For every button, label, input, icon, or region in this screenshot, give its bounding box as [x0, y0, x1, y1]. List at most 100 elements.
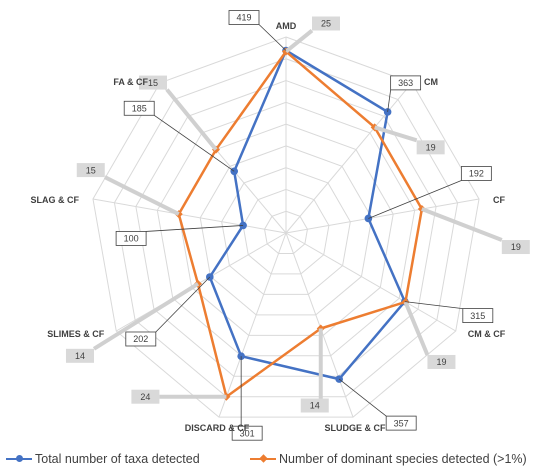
spoke-cf: [285, 198, 480, 234]
leader-line: [403, 301, 430, 356]
data-label-dominant-species-cm: 19: [374, 125, 445, 155]
grid-ring-2: [242, 188, 330, 275]
leader-line: [153, 114, 235, 172]
category-label-cf: CF: [493, 195, 505, 205]
data-label-box: [131, 389, 160, 404]
data-label-box: [501, 240, 530, 255]
data-label-total-taxa-slag-and-cf: 100: [115, 225, 244, 246]
series-line-total-taxa: [208, 49, 407, 381]
data-label-value: 192: [469, 169, 484, 179]
leader-line: [284, 28, 314, 54]
grid-ring-1: [264, 210, 308, 254]
data-label-box: [139, 75, 168, 90]
leader-line: [387, 89, 392, 112]
grid-ring-3: [221, 167, 351, 295]
data-label-value: 24: [140, 392, 150, 402]
leader-line: [258, 24, 287, 51]
leader-line: [146, 225, 244, 232]
legend-item-dominant-species: Number of dominant species detected (>1%…: [250, 452, 527, 466]
spoke-cm: [285, 82, 413, 234]
data-label-value: 315: [470, 311, 485, 321]
data-label-value: 185: [132, 103, 147, 113]
leader-line: [338, 378, 387, 417]
spoke-cm-and-cf: [285, 232, 456, 332]
category-label-slag-and-cf: SLAG & CF: [30, 195, 79, 205]
leader-line: [374, 125, 418, 143]
grid-ring-9: [92, 36, 480, 418]
data-label-value: 15: [148, 78, 158, 88]
data-label-value: 15: [86, 165, 96, 175]
category-label-sludge-and-cf: SLUDGE & CF: [325, 423, 387, 433]
data-label-value: 19: [436, 357, 446, 367]
data-label-dominant-species-cm-and-cf: 19: [403, 301, 456, 369]
legend-label-dominant-species: Number of dominant species detected (>1%…: [279, 452, 527, 466]
data-label-box: [65, 348, 94, 363]
data-label-dominant-species-slag-and-cf: 15: [76, 163, 180, 216]
data-label-box: [460, 166, 492, 181]
data-label-dominant-species-sludge-and-cf: 14: [300, 328, 329, 413]
grid-ring-7: [135, 80, 437, 377]
data-label-box: [312, 16, 340, 31]
data-label-value: 301: [240, 428, 255, 438]
leader-line: [155, 276, 211, 333]
leader-line: [92, 282, 200, 351]
data-label-value: 25: [321, 19, 331, 29]
grid-ring-4: [199, 145, 373, 316]
data-label-box: [416, 140, 445, 155]
leader-line: [368, 180, 462, 219]
data-label-dominant-species-discard-and-cf: 24: [131, 389, 227, 404]
data-label-value: 419: [236, 13, 251, 23]
data-label-total-taxa-sludge-and-cf: 357: [338, 378, 417, 431]
data-label-box: [123, 100, 155, 116]
data-label-dominant-species-fa-and-cf: 15: [139, 75, 218, 151]
data-label-box: [125, 331, 157, 347]
grid-ring-6: [156, 101, 416, 357]
category-label-fa-and-cf: FA & CF: [113, 77, 148, 87]
data-label-total-taxa-fa-and-cf: 185: [123, 100, 235, 172]
category-label-amd: AMD: [276, 21, 297, 31]
category-label-slimes-and-cf: SLIMES & CF: [47, 329, 105, 339]
data-label-dominant-species-slimes-and-cf: 14: [65, 282, 200, 363]
spoke-discard-and-cf: [218, 232, 287, 418]
legend-item-total-taxa: Total number of taxa detected: [6, 452, 200, 466]
data-label-value: 19: [511, 242, 521, 252]
data-label-value: 100: [124, 234, 139, 244]
data-label-box: [115, 231, 147, 246]
category-label-cm: CM: [424, 77, 438, 87]
radar-grid: [92, 36, 480, 418]
category-label-discard-and-cf: DISCARD & CF: [185, 423, 250, 433]
spoke-sludge-and-cf: [285, 232, 354, 418]
data-label-box: [462, 308, 494, 324]
data-label-total-taxa-cm-and-cf: 315: [404, 301, 494, 324]
data-label-box: [385, 415, 417, 431]
legend: Total number of taxa detected Number of …: [0, 448, 550, 470]
data-label-total-taxa-cf: 192: [368, 166, 492, 219]
data-label-value: 14: [75, 351, 85, 361]
data-label-box: [228, 10, 260, 25]
legend-label-total-taxa: Total number of taxa detected: [35, 452, 200, 466]
legend-swatch-total-taxa: [6, 453, 32, 465]
data-label-box: [300, 398, 329, 413]
data-label-value: 202: [133, 334, 148, 344]
data-label-value: 19: [426, 143, 436, 153]
category-labels: AMD CM CF CM & CF SLUDGE & CF DISCARD & CF SLI…: [30, 21, 505, 433]
data-label-dominant-species-amd: 25: [284, 16, 340, 54]
data-label-box: [427, 354, 456, 369]
data-label-box: [390, 75, 422, 91]
data-label-total-taxa-cm: 363: [387, 75, 422, 112]
radar-series: [174, 46, 426, 401]
leader-line: [404, 301, 463, 309]
leader-line: [103, 175, 180, 216]
series-line-dominant-species: [177, 50, 424, 398]
data-label-total-taxa-slimes-and-cf: 202: [125, 276, 211, 347]
data-label-value: 14: [310, 401, 320, 411]
data-label-value: 363: [398, 78, 413, 88]
data-label-total-taxa-amd: 419: [228, 10, 287, 51]
data-label-box: [231, 425, 263, 441]
data-labels: 25 19 19 19 14 24 14 15 15 419 363 192 315 357 301 202 1…: [65, 10, 530, 441]
data-label-box: [76, 163, 105, 178]
leader-line: [165, 88, 218, 151]
spoke-slimes-and-cf: [116, 232, 287, 332]
data-label-dominant-species-cf: 19: [421, 207, 530, 255]
